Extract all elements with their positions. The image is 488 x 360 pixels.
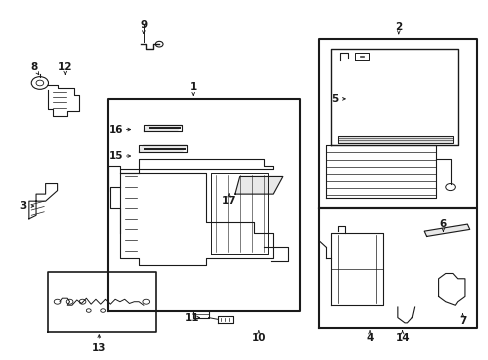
Text: 10: 10 [251,333,265,343]
Text: 17: 17 [222,196,236,206]
Text: 6: 6 [439,219,446,229]
Text: 15: 15 [109,151,123,161]
Text: 7: 7 [458,316,465,326]
Text: 14: 14 [394,333,409,343]
Text: 3: 3 [20,201,27,211]
Polygon shape [143,125,182,131]
Polygon shape [234,176,282,194]
Polygon shape [139,145,186,152]
Text: 13: 13 [92,343,106,352]
Text: 4: 4 [366,333,373,343]
Polygon shape [337,136,452,143]
Text: 8: 8 [30,62,37,72]
Polygon shape [424,224,469,237]
Text: 2: 2 [394,22,402,32]
Text: 12: 12 [58,62,72,72]
Text: 11: 11 [184,312,199,323]
Text: 9: 9 [140,20,147,30]
Text: 1: 1 [189,82,197,92]
Text: 5: 5 [330,94,338,104]
Text: 16: 16 [109,125,123,135]
